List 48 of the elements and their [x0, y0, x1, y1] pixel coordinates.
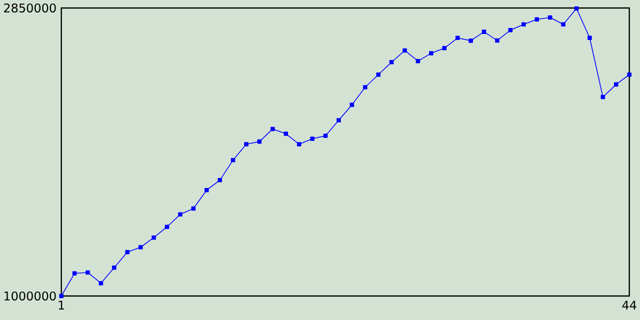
point: [495, 38, 500, 43]
point: [310, 136, 314, 141]
point: [164, 224, 170, 229]
point: [112, 266, 116, 270]
y-tick-label: 1000000: [4, 291, 56, 301]
point: [455, 36, 460, 40]
point: [72, 271, 77, 276]
point: [86, 270, 90, 275]
point: [416, 58, 420, 64]
point: [508, 28, 513, 32]
point: [152, 235, 156, 240]
point: [138, 245, 143, 250]
point: [230, 158, 236, 162]
point: [588, 36, 592, 40]
point: [429, 51, 434, 56]
point: [522, 22, 526, 26]
point: [468, 38, 473, 43]
point: [270, 126, 275, 132]
point: [98, 281, 104, 286]
x-tick-label: 1: [58, 300, 64, 310]
point: [350, 102, 354, 107]
point: [574, 6, 579, 11]
point: [257, 139, 262, 144]
point: [376, 72, 380, 77]
point: [548, 15, 552, 20]
point: [600, 94, 606, 100]
point: [389, 60, 394, 64]
point: [59, 294, 64, 298]
point: [191, 206, 196, 211]
point: [323, 134, 328, 138]
point: [204, 188, 209, 192]
point: [561, 22, 566, 26]
y-tick-label: 2850000: [4, 3, 56, 13]
point: [336, 118, 341, 122]
point: [482, 30, 486, 34]
point: [284, 132, 288, 136]
point: [627, 72, 632, 77]
point: [178, 212, 182, 217]
point: [402, 48, 407, 53]
point: [296, 142, 302, 146]
point: [125, 250, 130, 254]
point: [244, 142, 248, 146]
point: [363, 85, 368, 90]
point: [614, 82, 618, 87]
point: [442, 46, 447, 50]
point: [218, 178, 222, 182]
point: [534, 17, 539, 22]
x-tick-label: 44: [622, 300, 636, 310]
